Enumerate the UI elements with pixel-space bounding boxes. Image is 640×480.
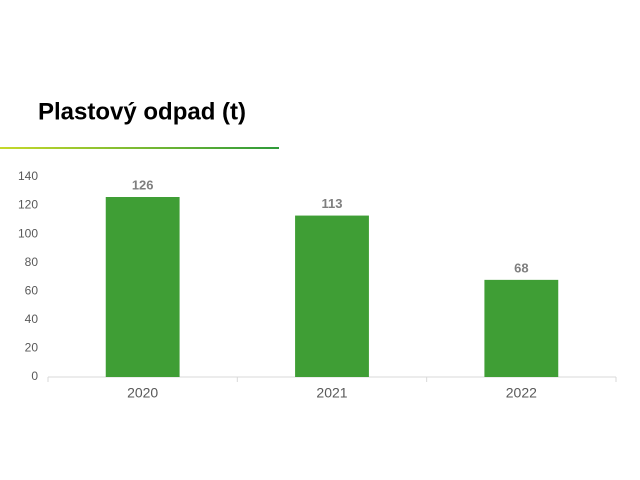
value-label: 126 [132,177,154,192]
y-tick-label: 100 [18,226,38,240]
y-tick-label: 0 [31,369,38,383]
bar [484,279,559,377]
bar [105,197,180,377]
bar [295,215,369,377]
y-tick-label: 120 [18,198,38,212]
y-tick-label: 40 [25,312,39,326]
x-tick-label: 2022 [506,385,537,401]
y-tick-label: 140 [18,169,38,183]
value-label: 68 [514,260,528,275]
y-tick-label: 20 [25,341,39,355]
title-underline [0,147,279,149]
y-tick-label: 60 [25,283,39,297]
x-tick-label: 2020 [127,385,158,401]
chart-title: Plastový odpad (t) [38,98,246,125]
y-tick-label: 80 [25,255,39,269]
value-label: 113 [322,196,343,211]
x-tick-label: 2021 [316,385,347,401]
